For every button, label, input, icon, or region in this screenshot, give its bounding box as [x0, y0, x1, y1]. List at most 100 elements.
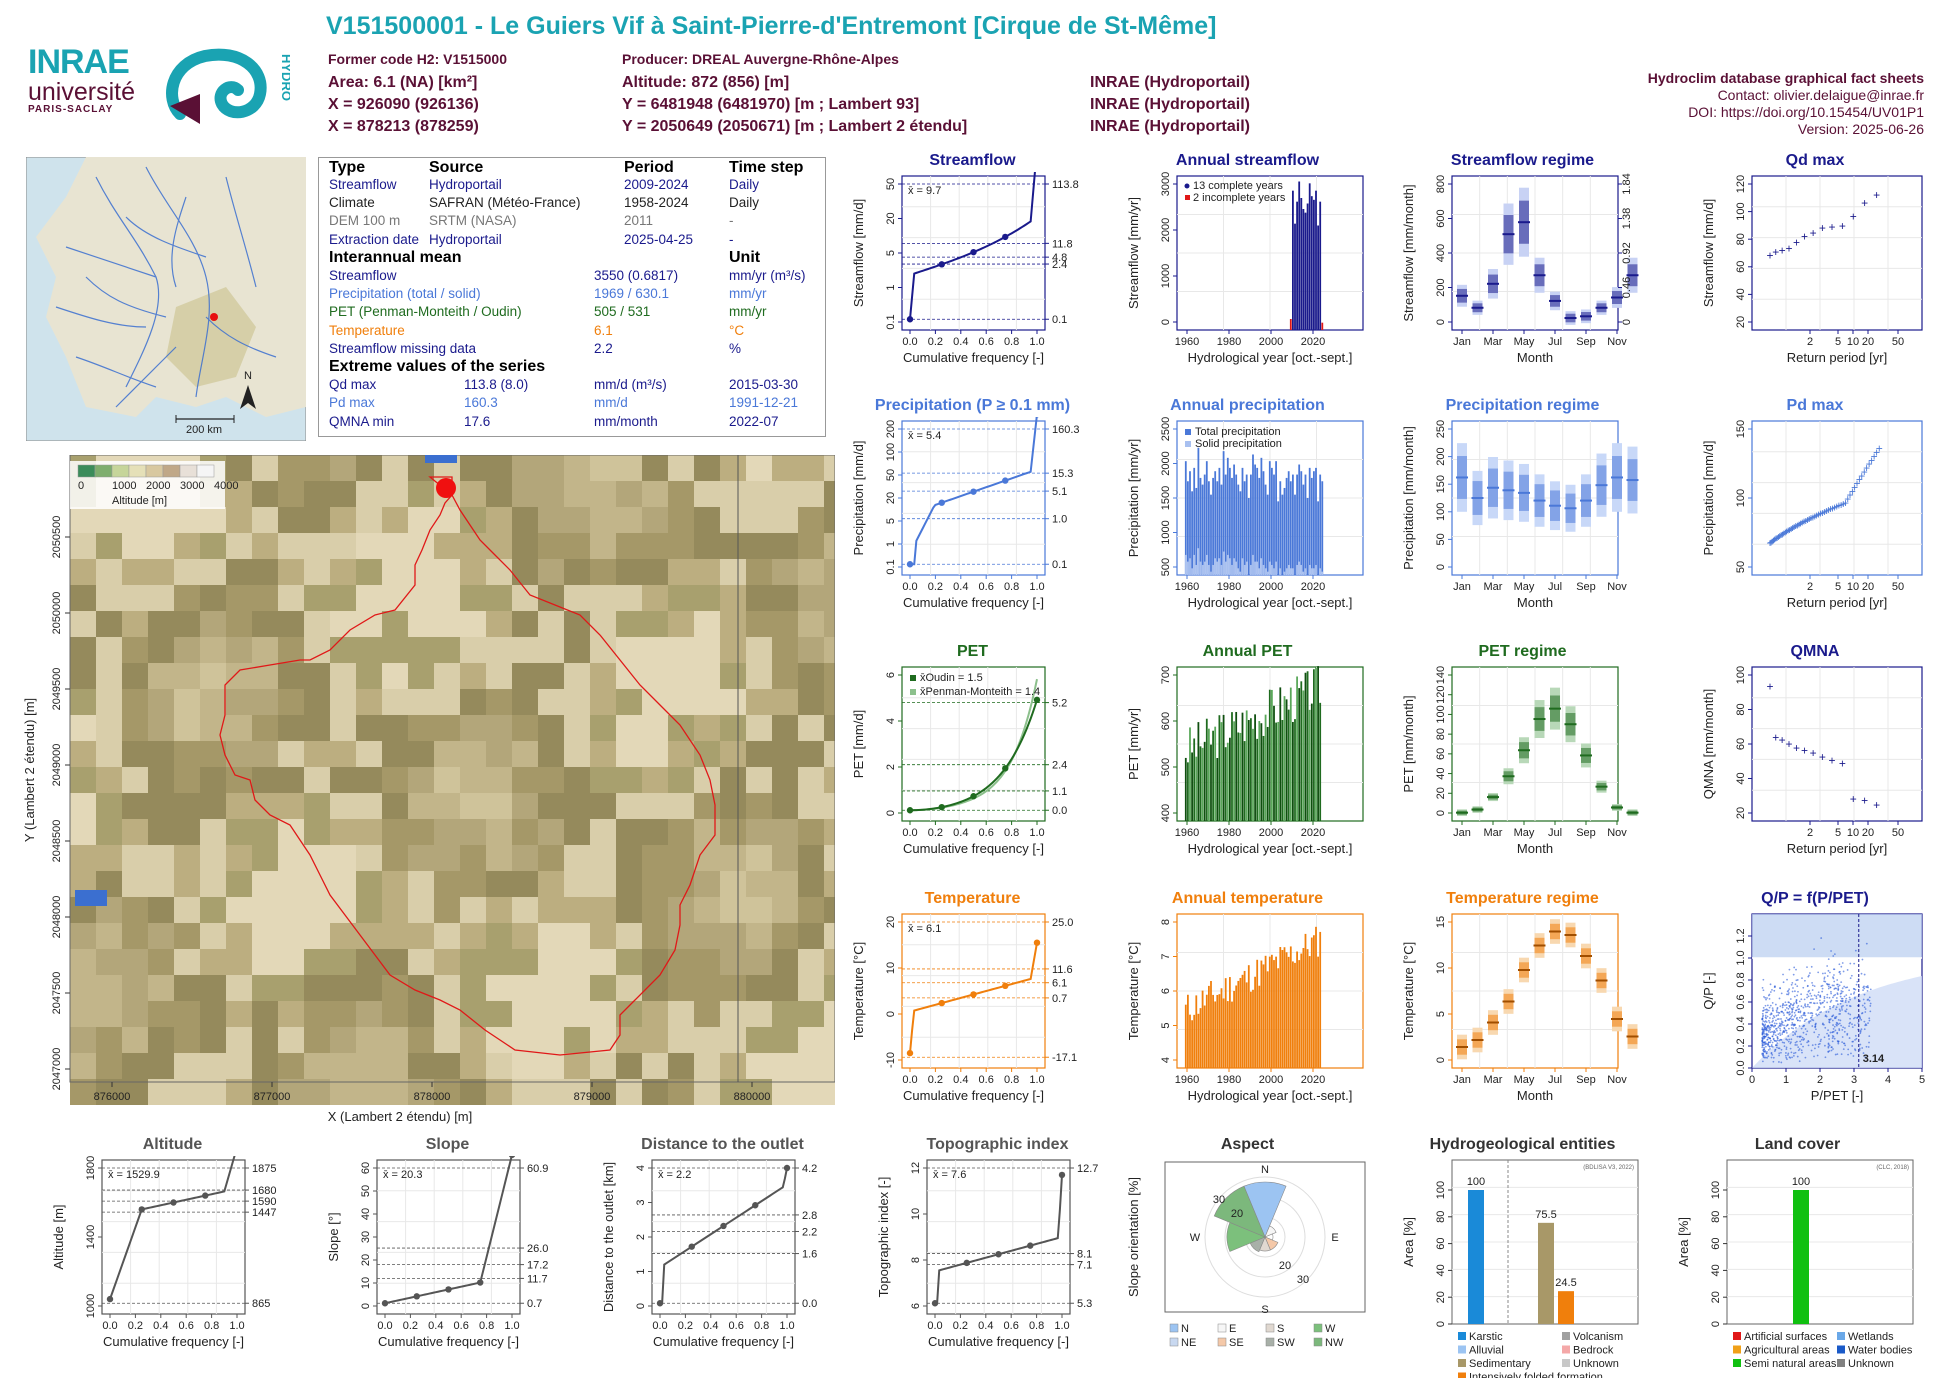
qp-point	[1836, 983, 1839, 986]
svg-text:HYDRO: HYDRO	[279, 54, 290, 101]
annual_pet-bar	[1216, 758, 1219, 821]
qp-point	[1797, 990, 1799, 993]
annual_temperature-bar	[1231, 1001, 1233, 1068]
qp-point	[1832, 996, 1834, 999]
annual_pet-bar	[1273, 705, 1275, 821]
qmna-xtick: 10	[1847, 827, 1859, 839]
precipitation_regime-ytick: 200	[1435, 447, 1447, 465]
annual_precipitation-bar	[1199, 477, 1202, 575]
topo_index-point	[963, 1259, 970, 1267]
pet-point	[1002, 765, 1009, 772]
qp-point	[1779, 1032, 1781, 1035]
topo_index-ytick: 12	[910, 1162, 922, 1174]
qp-point	[1827, 983, 1829, 986]
streamflow-rtick: 4.8	[1052, 252, 1067, 264]
slope-point	[477, 1279, 484, 1286]
contact-link[interactable]: Contact: olivier.delaigue@inrae.fr	[1717, 87, 1924, 103]
qp-point	[1785, 1017, 1788, 1019]
qp-point	[1853, 1024, 1856, 1027]
qp-point	[1841, 1008, 1843, 1011]
qp-point	[1766, 1009, 1769, 1011]
qp-point	[1775, 1027, 1778, 1030]
qp-point	[1790, 1003, 1792, 1006]
annual_pet-ytick: 400	[1160, 804, 1172, 822]
streamflow_regime-xtick: Sep	[1576, 336, 1596, 348]
pet-xtick: 0.8	[1004, 827, 1019, 839]
pd_max-point: +	[1771, 533, 1778, 547]
annual_temperature-bar	[1184, 1004, 1187, 1068]
interannual-label: Temperature	[329, 322, 405, 338]
qp-point	[1780, 1048, 1783, 1051]
annual_temperature-bar	[1193, 1014, 1196, 1068]
streamflow-point	[1002, 233, 1009, 241]
streamflow_regime-ytick: 400	[1435, 244, 1447, 262]
pd_max-point: +	[1838, 498, 1845, 512]
extreme-label: QMNA min	[329, 413, 395, 429]
qp-point	[1867, 1022, 1869, 1025]
qp-point	[1802, 1031, 1805, 1034]
pd_max-point: +	[1856, 473, 1863, 487]
annual_precipitation-bar	[1275, 461, 1277, 575]
qp-point	[1795, 1040, 1798, 1043]
annual_pet-bar	[1260, 723, 1263, 821]
annual_streamflow-title: Annual streamflow	[1175, 152, 1320, 169]
qp-point	[1771, 1035, 1774, 1038]
annual_temperature-bar	[1195, 995, 1198, 1068]
qp-point	[1832, 976, 1834, 979]
annual_temperature-bar	[1201, 990, 1204, 1068]
qp-point	[1763, 995, 1765, 998]
qp-point	[1800, 993, 1803, 996]
precipitation-rtick: 1.0	[1052, 514, 1067, 526]
qp-point	[1775, 1009, 1778, 1012]
info-step: -	[729, 231, 734, 247]
annual_temperature-bar	[1187, 994, 1189, 1068]
annual_pet-bar	[1197, 722, 1200, 821]
qp-point	[1838, 963, 1841, 966]
land_cover-ytick: 60	[1710, 1237, 1722, 1249]
qp-point	[1766, 1015, 1769, 1018]
aspect-sector	[1213, 1185, 1266, 1238]
qp-point	[1790, 983, 1793, 986]
svg-text:1000: 1000	[112, 480, 136, 492]
info-period: 2009-2024	[624, 177, 689, 192]
qp-point	[1840, 992, 1843, 994]
qp-point	[1762, 1031, 1765, 1034]
qp-point	[1793, 1052, 1795, 1055]
pet_regime-xtick: Mar	[1484, 827, 1503, 839]
hydrogeology-legend-item: Alluvial	[1469, 1345, 1504, 1357]
aspect-sector	[1264, 1225, 1277, 1238]
temperature_regime-ylabel: Temperature [°C]	[1401, 942, 1416, 1040]
doi-link[interactable]: DOI: https://doi.org/10.15454/UV01P1	[1688, 104, 1924, 120]
aspect-legend-item: SE	[1229, 1337, 1244, 1349]
qp-point	[1769, 1047, 1771, 1050]
precipitation-ytick: 100	[885, 443, 897, 461]
qp-point	[1789, 1004, 1791, 1007]
annual_pet-title: Annual PET	[1202, 643, 1293, 660]
qp-point	[1861, 1004, 1864, 1007]
qp-point	[1827, 987, 1830, 990]
temperature-title: Temperature	[924, 890, 1021, 907]
area: Area: 6.1 (NA) [km²]	[328, 74, 478, 91]
altitude-title: Altitude	[142, 1136, 203, 1153]
qp-point	[1828, 1019, 1831, 1021]
annual_precipitation-bar	[1252, 454, 1254, 575]
qp-ytick: 0.8	[1735, 972, 1747, 987]
extreme-unit: mm/d	[594, 395, 628, 411]
qp-point	[1770, 1045, 1773, 1048]
distance-title: Distance to the outlet	[641, 1136, 804, 1153]
annual_precipitation-solid-bar	[1218, 558, 1221, 575]
pet_regime-xtick: Jul	[1548, 827, 1562, 839]
qp-point	[1808, 1020, 1810, 1023]
annual_precipitation-bar	[1289, 481, 1292, 575]
aspect-w: W	[1190, 1232, 1201, 1244]
annual_precipitation-solid-bar	[1197, 548, 1200, 575]
qp-point	[1802, 1006, 1805, 1009]
distance-ytick: 3	[635, 1199, 647, 1205]
distance-rtick: 1.6	[802, 1249, 817, 1261]
topo_index-ylabel: Topographic index [-]	[876, 1177, 891, 1298]
qp-point	[1762, 1020, 1765, 1023]
qp-point	[1806, 1003, 1809, 1006]
annual_precipitation-bar	[1283, 487, 1286, 575]
qp-point	[1798, 1016, 1801, 1019]
qp-point	[1798, 1000, 1801, 1003]
